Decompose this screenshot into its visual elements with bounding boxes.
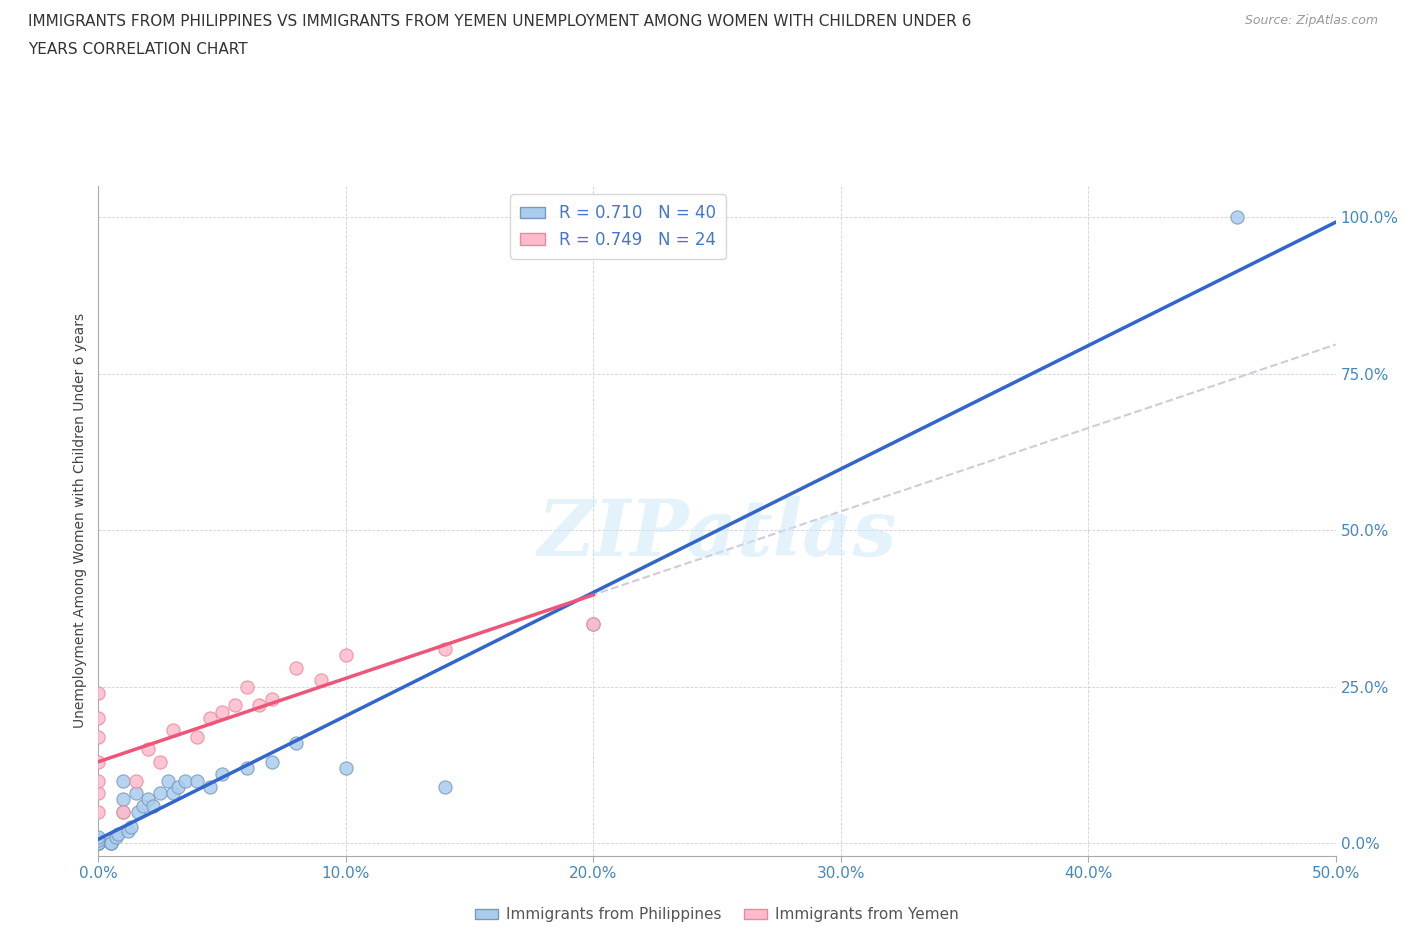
Point — [87, 836, 110, 851]
Point — [117, 823, 139, 838]
Point — [87, 836, 110, 851]
Point — [87, 729, 110, 744]
Point — [285, 736, 308, 751]
Point — [285, 660, 308, 675]
Point — [87, 804, 110, 819]
Point — [100, 836, 122, 851]
Point — [149, 786, 172, 801]
Point — [162, 723, 184, 737]
Point — [247, 698, 270, 713]
Point — [124, 773, 146, 788]
Point — [236, 761, 259, 776]
Legend: Immigrants from Philippines, Immigrants from Yemen: Immigrants from Philippines, Immigrants … — [470, 901, 965, 928]
Point — [87, 711, 110, 725]
Point — [112, 773, 135, 788]
Point — [112, 804, 135, 819]
Point — [87, 836, 110, 851]
Point — [100, 836, 122, 851]
Point — [309, 673, 332, 688]
Point — [87, 836, 110, 851]
Point — [335, 761, 357, 776]
Point — [136, 791, 159, 806]
Point — [87, 832, 110, 847]
Point — [433, 779, 456, 794]
Point — [142, 798, 165, 813]
Point — [186, 729, 208, 744]
Point — [87, 836, 110, 851]
Point — [162, 786, 184, 801]
Point — [87, 836, 110, 851]
Point — [186, 773, 208, 788]
Point — [582, 617, 605, 631]
Y-axis label: Unemployment Among Women with Children Under 6 years: Unemployment Among Women with Children U… — [73, 313, 87, 728]
Point — [87, 773, 110, 788]
Point — [174, 773, 197, 788]
Point — [87, 830, 110, 844]
Point — [87, 836, 110, 851]
Point — [211, 704, 233, 719]
Point — [198, 779, 221, 794]
Point — [87, 786, 110, 801]
Point — [260, 754, 283, 769]
Point — [87, 754, 110, 769]
Text: ZIPatlas: ZIPatlas — [537, 496, 897, 573]
Point — [87, 685, 110, 700]
Point — [211, 767, 233, 782]
Point — [112, 791, 135, 806]
Point — [104, 830, 127, 844]
Point — [149, 754, 172, 769]
Point — [136, 742, 159, 757]
Point — [87, 836, 110, 851]
Text: YEARS CORRELATION CHART: YEARS CORRELATION CHART — [28, 42, 247, 57]
Point — [198, 711, 221, 725]
Point — [433, 642, 456, 657]
Point — [260, 692, 283, 707]
Point — [112, 804, 135, 819]
Point — [335, 648, 357, 663]
Point — [124, 786, 146, 801]
Point — [100, 836, 122, 851]
Point — [1226, 210, 1249, 225]
Point — [107, 826, 129, 841]
Point — [156, 773, 179, 788]
Text: Source: ZipAtlas.com: Source: ZipAtlas.com — [1244, 14, 1378, 27]
Point — [120, 820, 142, 835]
Point — [127, 804, 149, 819]
Point — [582, 617, 605, 631]
Point — [132, 798, 155, 813]
Point — [224, 698, 246, 713]
Point — [236, 679, 259, 694]
Text: IMMIGRANTS FROM PHILIPPINES VS IMMIGRANTS FROM YEMEN UNEMPLOYMENT AMONG WOMEN WI: IMMIGRANTS FROM PHILIPPINES VS IMMIGRANT… — [28, 14, 972, 29]
Point — [166, 779, 188, 794]
